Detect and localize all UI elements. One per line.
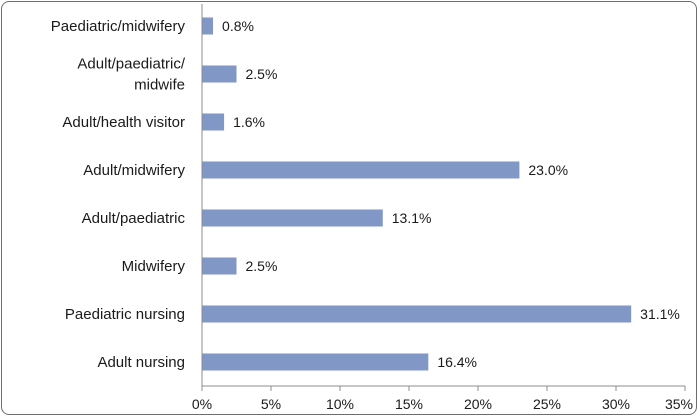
category-label-1: Adult/paediatric/midwife bbox=[77, 56, 185, 94]
value-label-1: 2.5% bbox=[246, 66, 278, 82]
bar-1 bbox=[202, 65, 237, 83]
bar-7 bbox=[202, 353, 429, 371]
value-label-6: 31.1% bbox=[640, 306, 680, 322]
value-label-7: 16.4% bbox=[437, 354, 477, 370]
category-label-0: Paediatric/midwifery bbox=[51, 18, 186, 35]
x-tick-label-7: 35% bbox=[665, 396, 693, 412]
value-label-5: 2.5% bbox=[246, 258, 278, 274]
x-tick-label-2: 10% bbox=[326, 396, 354, 412]
category-label-7: Adult nursing bbox=[97, 354, 185, 371]
bars bbox=[202, 17, 632, 371]
x-tick-label-5: 25% bbox=[533, 396, 561, 412]
bar-5 bbox=[202, 257, 237, 275]
bar-3 bbox=[202, 161, 520, 179]
value-label-0: 0.8% bbox=[222, 18, 254, 34]
category-label-2: Adult/health visitor bbox=[62, 114, 185, 131]
x-tick-label-4: 20% bbox=[464, 396, 492, 412]
bar-2 bbox=[202, 113, 225, 131]
value-label-3: 23.0% bbox=[528, 162, 568, 178]
value-label-4: 13.1% bbox=[392, 210, 432, 226]
bar-6 bbox=[202, 305, 632, 323]
x-tick-labels: 0% 5% 10% 15% 20% 25% 30% 35% bbox=[192, 396, 693, 412]
x-tick-label-6: 30% bbox=[602, 396, 630, 412]
x-tick-label-3: 15% bbox=[395, 396, 423, 412]
category-label-4: Adult/paediatric bbox=[82, 210, 186, 227]
category-labels: Paediatric/midwifery Adult/paediatric/mid… bbox=[51, 18, 186, 371]
value-labels: 0.8% 2.5% 1.6% 23.0% 13.1% 2.5% 31.1% 16.4% bbox=[222, 18, 680, 370]
x-tick-label-1: 5% bbox=[261, 396, 281, 412]
value-label-2: 1.6% bbox=[233, 114, 265, 130]
bar-0 bbox=[202, 17, 214, 35]
bar-4 bbox=[202, 209, 383, 227]
category-label-5: Midwifery bbox=[122, 258, 186, 275]
axes bbox=[201, 4, 686, 391]
category-label-6: Paediatric nursing bbox=[65, 306, 185, 323]
category-label-3: Adult/midwifery bbox=[83, 162, 185, 179]
x-tick-label-0: 0% bbox=[192, 396, 212, 412]
